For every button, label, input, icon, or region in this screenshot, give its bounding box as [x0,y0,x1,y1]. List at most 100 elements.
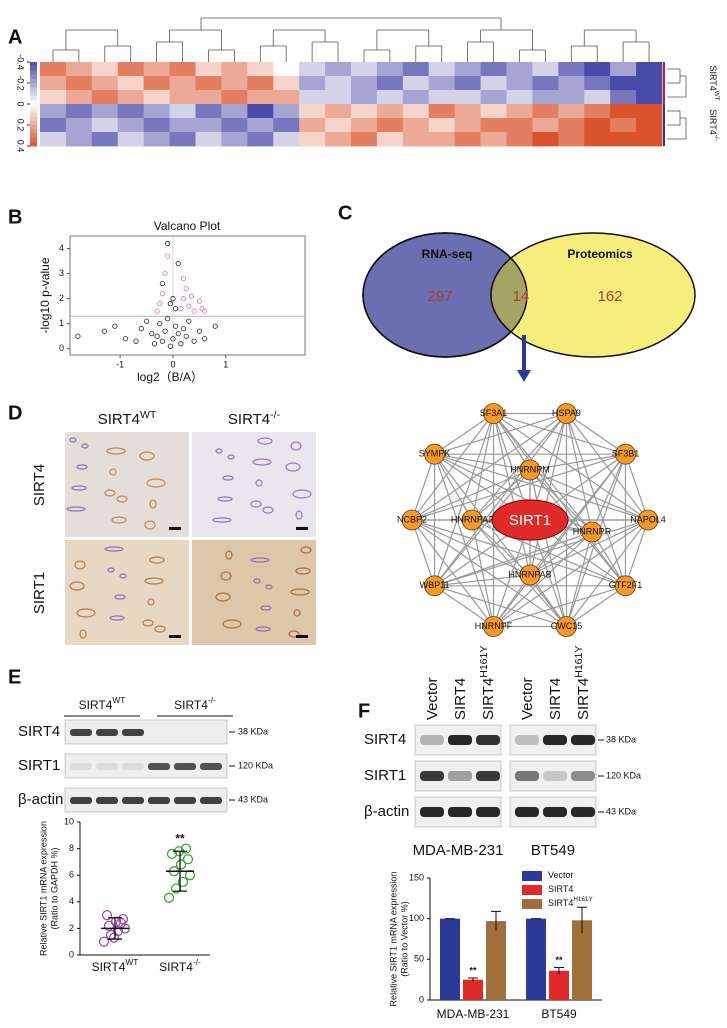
tissue [76,464,88,470]
heatmap-cell [273,118,300,133]
colorbar-step [30,95,37,101]
point [199,306,205,312]
error-bar [468,977,478,982]
point [196,298,202,304]
point [186,303,192,309]
y-tick-label: 0 [59,343,64,353]
heatmap-cell [610,132,637,147]
lane-label: SIRT4 [547,678,564,720]
network-edge [471,519,567,627]
colorbar-step [30,99,37,105]
tissue [104,489,116,497]
node-label: SYMPK [419,449,451,459]
dot [108,932,120,943]
micrograph [65,540,189,645]
tissue [66,506,86,512]
arrow-head [517,370,531,382]
network-edge [529,469,649,521]
node-label: GTF2F1 [609,580,643,590]
size-label: 38 KDa [238,726,268,736]
tissue [109,615,125,621]
venn-title: Proteomics [567,247,633,261]
network-edge [411,519,531,576]
colorbar-step [30,120,37,126]
heatmap-cell [506,76,533,91]
legend-label-base: SIRT4 [548,884,573,894]
point [170,296,176,302]
heatmap-cell [584,118,611,133]
point [165,316,171,322]
network-edge [411,519,436,587]
point [180,275,187,282]
network-node [615,575,636,597]
network-edge [565,531,593,627]
point [183,286,189,292]
colorbar-label: -0.4 [16,54,26,70]
bar [572,920,592,1000]
row-label: β-actin [364,803,409,820]
y-tick-label: 0 [419,994,424,1004]
point [202,308,208,314]
band [148,763,170,770]
panel-label: F [358,700,370,722]
heatmap-cell [558,90,585,105]
heatmap-cell [428,118,456,133]
node-label: HNRNPAB [508,569,551,579]
point [196,328,202,334]
point [175,260,181,267]
tissue [217,496,233,502]
point [159,338,166,344]
heatmap-cell [65,104,93,119]
heatmap-cell [299,90,326,105]
blot-strip [64,753,228,779]
point [188,293,195,299]
network-edge [434,412,494,455]
network-node [461,509,483,531]
network-node [519,564,541,586]
network-edge [565,413,627,587]
heatmap-cell [65,90,93,105]
legend-swatch [522,871,542,881]
point [157,301,163,307]
heatmap-cell [558,132,585,147]
heatmap-cell [40,62,67,77]
bar [486,921,506,1000]
heatmap-cell [636,62,663,77]
size-label: 43 KDa [606,806,636,816]
tissue [154,625,166,633]
network-edge [493,413,531,471]
band [571,807,595,817]
point [143,318,150,324]
network-edge [529,453,626,471]
network-edge [433,413,495,587]
band [515,807,539,817]
node-label: HNRNPR [573,526,612,536]
heatmap-cell [636,132,663,147]
group-label-base: SIRT4 [708,65,718,90]
heatmap-cell [428,104,456,119]
heatmap-cell [299,104,326,119]
heatmap-cell [506,90,533,105]
point [154,333,160,339]
colorbar-step [30,129,37,134]
heatmap-cell [325,104,352,119]
network-edge [624,519,649,587]
scale-bar [296,635,308,638]
row-label: SIRT4 [364,731,406,748]
x-tick-label: MDA-MB-231 [437,1007,510,1021]
point [159,291,166,297]
tissue [262,506,274,514]
heatmap-cell [558,118,585,133]
colorbar-step [30,83,37,88]
heatmap-cell [221,104,248,119]
network-edge [624,453,649,521]
tissue [149,556,165,564]
network-edge [471,519,495,627]
heatmap-cell [91,132,119,147]
heatmap-cell [584,104,611,119]
heatmap-cell [91,90,119,105]
panel-label: E [8,666,21,688]
center-node [491,499,569,541]
plot-frame [69,235,306,356]
